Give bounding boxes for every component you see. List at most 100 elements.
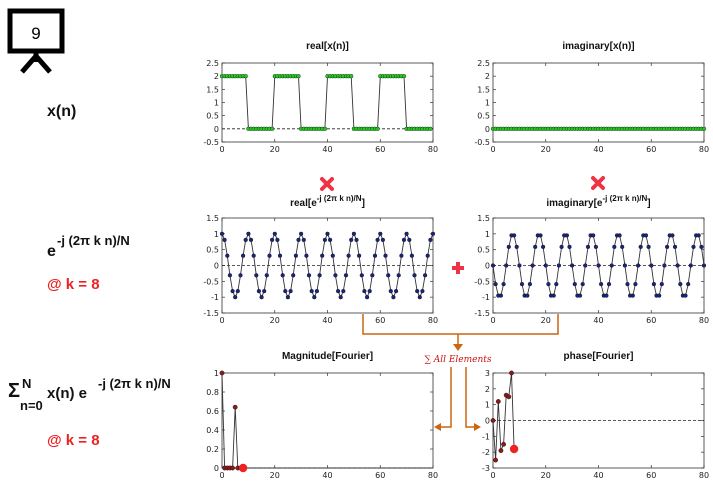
- x-tick-label: 60: [646, 316, 656, 325]
- data-point: [280, 273, 285, 278]
- data-point: [270, 237, 275, 242]
- data-point: [511, 233, 517, 238]
- data-point: [564, 233, 569, 238]
- data-point: [388, 289, 393, 294]
- data-point: [688, 263, 693, 268]
- data-point: [428, 237, 433, 242]
- data-point: [304, 253, 309, 258]
- highlight-point: [238, 463, 248, 473]
- data-point: [328, 237, 333, 242]
- y-tick-label: -1.5: [203, 309, 219, 318]
- data-point: [375, 126, 380, 131]
- data-point: [262, 289, 267, 294]
- data-point: [336, 289, 341, 294]
- data-point: [596, 263, 601, 268]
- x-tick-label: 60: [375, 316, 385, 325]
- slide-number: 9: [31, 24, 40, 43]
- data-point: [230, 289, 235, 294]
- data-point: [349, 237, 354, 242]
- chart-title: real[x(n)]: [306, 41, 349, 52]
- data-point: [583, 263, 588, 268]
- data-point: [254, 273, 259, 278]
- x-tick-label: 40: [593, 316, 603, 325]
- chart-title: phase[Fourier]: [563, 351, 633, 362]
- data-point: [291, 273, 296, 278]
- data-point: [241, 253, 246, 258]
- y-tick-label: 1.5: [206, 85, 219, 94]
- y-tick-label: 1: [214, 230, 219, 239]
- data-point: [391, 295, 396, 300]
- x-tick-label: 40: [322, 316, 332, 325]
- data-point: [312, 295, 317, 300]
- data-point: [309, 289, 314, 294]
- data-point: [351, 231, 356, 236]
- data-point: [649, 263, 654, 268]
- y-tick-label: 0: [485, 125, 490, 134]
- data-point: [527, 282, 532, 287]
- y-tick-label: 0.8: [206, 388, 219, 397]
- data-point: [625, 282, 630, 287]
- x-tick-label: 0: [490, 145, 495, 154]
- y-tick-label: -3: [482, 464, 490, 473]
- chart-title: real[e-j (2π k n)/N]: [290, 194, 365, 209]
- data-point: [493, 282, 498, 287]
- y-tick-label: 0: [214, 125, 219, 134]
- data-point: [425, 253, 430, 258]
- data-point: [559, 244, 564, 249]
- data-point: [219, 231, 225, 236]
- data-point: [401, 74, 407, 79]
- data-point: [275, 237, 280, 242]
- data-point: [399, 253, 404, 258]
- data-point: [230, 465, 236, 471]
- y-tick-label: -1: [211, 293, 219, 302]
- data-point: [517, 263, 522, 268]
- data-point: [423, 273, 428, 278]
- data-point: [533, 244, 538, 249]
- multiply-icon-right: [591, 176, 605, 190]
- data-point: [401, 237, 407, 242]
- data-point: [691, 244, 696, 249]
- x-tick-label: 0: [219, 471, 224, 480]
- x-tick-label: 80: [699, 316, 709, 325]
- data-point: [409, 253, 414, 258]
- data-point: [394, 289, 399, 294]
- x-tick-label: 60: [646, 471, 656, 480]
- y-tick-label: 0.4: [206, 426, 219, 435]
- data-point: [251, 253, 256, 258]
- data-point: [495, 399, 501, 404]
- data-point: [267, 253, 272, 258]
- data-point: [572, 282, 577, 287]
- label-sum-lower: n=0: [20, 398, 43, 413]
- data-point: [501, 441, 506, 447]
- data-point: [498, 448, 504, 453]
- data-point: [569, 263, 575, 268]
- y-tick-label: 1.5: [477, 85, 490, 94]
- x-tick-label: 40: [593, 471, 603, 480]
- y-tick-label: 0: [214, 262, 219, 271]
- label-sum-upper: N: [22, 376, 31, 391]
- data-point: [293, 253, 298, 258]
- x-tick-label: 20: [541, 316, 551, 325]
- data-point: [490, 263, 496, 268]
- chart-phase: phase[Fourier] -3 -2 -1 0 1 2 3 0 20 40 60 80: [482, 351, 709, 480]
- x-tick-label: 0: [219, 145, 224, 154]
- data-point: [346, 253, 351, 258]
- y-tick-label: 0.5: [477, 112, 490, 121]
- data-point: [430, 231, 436, 236]
- data-point: [317, 273, 322, 278]
- x-tick-label: 40: [593, 145, 603, 154]
- data-point: [678, 282, 683, 287]
- x-tick-label: 80: [428, 316, 438, 325]
- sum-flow-arrows: [362, 314, 559, 428]
- y-tick-label: -2: [482, 448, 490, 457]
- y-tick-label: 1: [214, 99, 219, 108]
- data-point: [412, 273, 417, 278]
- data-point: [701, 126, 707, 131]
- data-point: [407, 237, 412, 242]
- x-tick-label: 20: [270, 471, 280, 480]
- arrow-heads: [434, 344, 481, 431]
- data-point: [404, 231, 409, 236]
- data-point: [620, 244, 625, 249]
- data-point: [272, 231, 277, 236]
- data-point: [417, 295, 422, 300]
